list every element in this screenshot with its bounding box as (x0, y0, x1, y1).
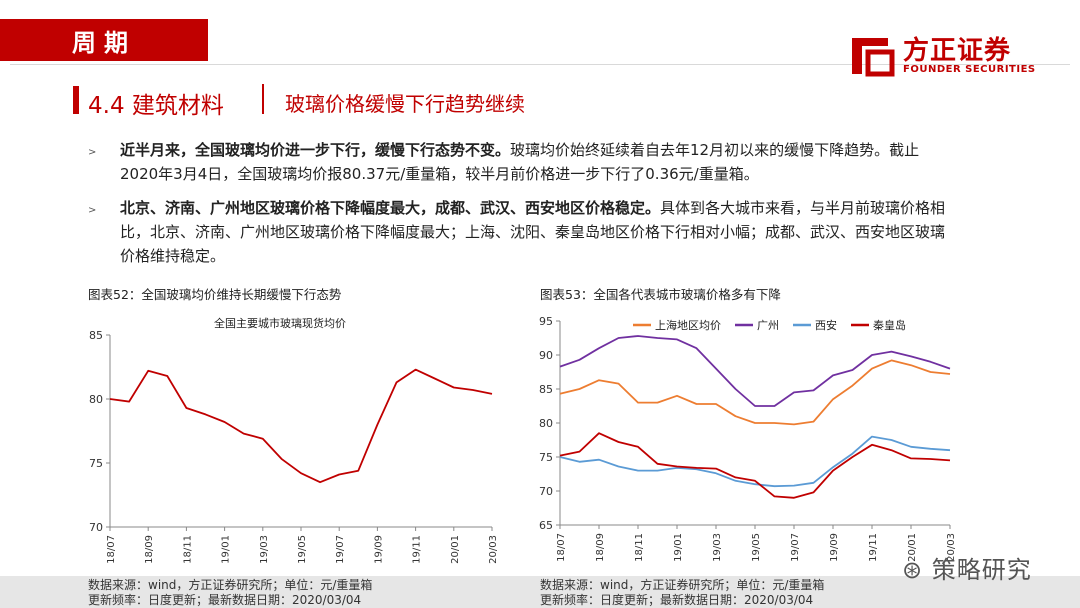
bullet-1-bold: 近半月来，全国玻璃均价进一步下行，缓慢下行态势不变。 (120, 141, 511, 159)
section-subtitle: 玻璃价格缓慢下行趋势继续 (285, 92, 525, 116)
section-tag-text: 周期 (72, 29, 136, 57)
bullet-arrow-icon: > (88, 205, 97, 216)
y-tick-label: 80 (539, 417, 553, 430)
footer-band (0, 576, 1080, 608)
wechat-icon: ⊛ (902, 556, 924, 584)
bullet-paragraph-1: 近半月来，全国玻璃均价进一步下行，缓慢下行态势不变。玻璃均价始终延续着自去年12… (120, 138, 950, 186)
figure-52-source: 数据来源：wind，方正证券研究所；单位：元/重量箱 (88, 578, 373, 592)
section-separator (262, 84, 264, 114)
bullet-2-text: 具体到各大城市来看，与半月前玻璃价格相比，北京、济南、广州地区玻璃价格下降幅度最… (120, 199, 946, 265)
x-tick-label: 18/07 (556, 533, 567, 562)
y-tick-label: 70 (539, 485, 553, 498)
chart-national-glass-price: 全国主要城市玻璃现货均价 70 75 80 85 18/07 18/09 18/11 19/0… (89, 316, 499, 564)
y-tick-label: 85 (89, 329, 103, 342)
series-line-1 (109, 368, 493, 484)
legend-label-1: 上海地区均价 (655, 318, 721, 332)
y-tick-label: 70 (89, 521, 103, 534)
figure-53-update: 更新频率：日度更新；最新数据日期：2020/03/04 (540, 593, 814, 607)
x-tick-label: 20/01 (907, 533, 918, 562)
section-tag (0, 19, 208, 61)
figure-53-caption: 图表53：全国各代表城市玻璃价格多有下降 (540, 287, 781, 302)
y-tick-label: 95 (539, 315, 553, 328)
logo-text-en: FOUNDER SECURITIES (903, 64, 1036, 75)
figure-52-update: 更新频率：日度更新；最新数据日期：2020/03/04 (88, 593, 362, 607)
x-tick-label: 18/07 (106, 535, 117, 564)
y-tick-label: 75 (89, 457, 103, 470)
logo-text-cn: 方正证券 (903, 36, 1012, 66)
x-tick-label: 19/05 (751, 533, 762, 562)
bullet-1-text: 玻璃均价始终延续着自去年12月初以来的缓慢下降趋势。截止2020年3月4日，全国… (120, 141, 920, 183)
legend-label-4: 秦皇岛 (873, 318, 906, 332)
chart-1-title: 全国主要城市玻璃现货均价 (214, 316, 346, 330)
x-tick-label: 19/01 (221, 535, 232, 564)
x-tick-label: 19/01 (673, 533, 684, 562)
x-tick-label: 18/11 (634, 533, 645, 562)
x-tick-label: 19/11 (412, 535, 423, 564)
legend-label-2: 广州 (757, 319, 779, 332)
series-line-4 (559, 432, 951, 499)
x-tick-label: 18/09 (595, 533, 606, 562)
legend-label-3: 西安 (815, 318, 837, 332)
x-tick-label: 20/03 (488, 535, 499, 564)
y-tick-label: 85 (539, 383, 553, 396)
series-line-2 (559, 335, 951, 407)
bullet-arrow-icon: > (88, 147, 97, 158)
series-line-3 (559, 435, 951, 488)
figure-52-caption: 图表52：全国玻璃均价维持长期缓慢下行态势 (88, 287, 342, 302)
x-tick-label: 18/09 (144, 535, 155, 564)
y-tick-label: 65 (539, 519, 553, 532)
figure-53-source: 数据来源：wind，方正证券研究所；单位：元/重量箱 (540, 578, 825, 592)
wechat-watermark: ⊛ 策略研究 (902, 550, 1032, 585)
bullet-2-bold: 北京、济南、广州地区玻璃价格下降幅度最大，成都、武汉、西安地区价格稳定。 (120, 199, 661, 217)
x-tick-label: 18/11 (182, 535, 193, 564)
y-tick-label: 80 (89, 393, 103, 406)
x-tick-label: 19/03 (712, 533, 723, 562)
watermark-text: 策略研究 (931, 556, 1032, 584)
x-tick-label: 19/11 (868, 533, 879, 562)
x-tick-label: 20/03 (946, 533, 957, 562)
section-title-bar (73, 86, 79, 114)
x-tick-label: 19/03 (259, 535, 270, 564)
header-divider (10, 64, 1070, 65)
y-tick-label: 75 (539, 451, 553, 464)
x-tick-label: 20/01 (450, 535, 461, 564)
section-title: 4.4 建筑材料 (88, 93, 224, 119)
x-tick-label: 19/09 (373, 535, 384, 564)
founder-logo-icon (852, 38, 895, 77)
x-tick-label: 19/05 (297, 535, 308, 564)
chart-city-glass-price: 上海地区均价 广州 西安 秦皇岛 65 70 75 80 85 90 95 18/07 18/09 18… (539, 315, 957, 562)
y-tick-label: 90 (539, 349, 553, 362)
x-tick-label: 19/07 (335, 535, 346, 564)
x-tick-label: 19/09 (829, 533, 840, 562)
bullet-paragraph-2: 北京、济南、广州地区玻璃价格下降幅度最大，成都、武汉、西安地区价格稳定。具体到各… (120, 196, 950, 268)
series-line-1 (559, 359, 951, 426)
x-tick-label: 19/07 (790, 533, 801, 562)
